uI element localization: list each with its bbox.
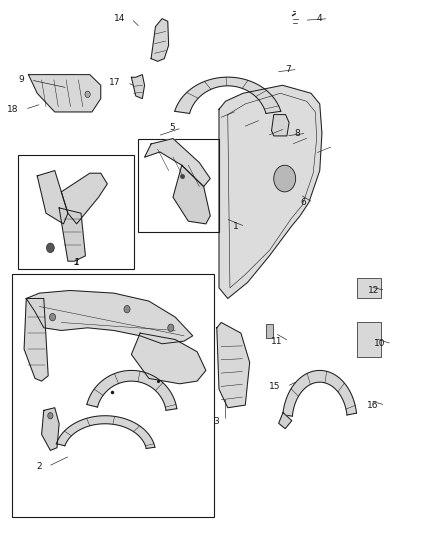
Text: 4: 4 <box>316 14 322 23</box>
Text: 9: 9 <box>18 76 24 84</box>
Bar <box>138 139 219 232</box>
Text: 11: 11 <box>271 337 283 345</box>
Text: 1: 1 <box>233 222 239 231</box>
Polygon shape <box>283 370 357 416</box>
Circle shape <box>46 243 54 253</box>
Circle shape <box>274 165 296 192</box>
Circle shape <box>49 313 56 321</box>
Text: 7: 7 <box>286 65 291 74</box>
Polygon shape <box>28 75 101 112</box>
Circle shape <box>48 413 53 419</box>
Circle shape <box>85 91 90 98</box>
Text: 12: 12 <box>367 286 379 295</box>
Polygon shape <box>26 290 193 344</box>
Polygon shape <box>279 413 292 429</box>
Polygon shape <box>42 408 59 450</box>
Text: 14: 14 <box>113 14 125 23</box>
Circle shape <box>124 305 130 313</box>
Text: 3: 3 <box>213 417 219 425</box>
Bar <box>266 324 273 338</box>
Text: 18: 18 <box>7 105 18 114</box>
Text: 17: 17 <box>109 78 120 87</box>
Polygon shape <box>131 333 206 384</box>
Polygon shape <box>61 173 107 224</box>
Polygon shape <box>131 75 145 99</box>
Bar <box>12 274 214 517</box>
Polygon shape <box>151 19 169 61</box>
Polygon shape <box>57 416 155 448</box>
Text: 15: 15 <box>269 382 280 391</box>
Polygon shape <box>173 165 210 224</box>
Text: 16: 16 <box>367 401 379 409</box>
Polygon shape <box>219 85 322 298</box>
Text: 6: 6 <box>301 198 307 207</box>
Polygon shape <box>24 298 48 381</box>
Text: 10: 10 <box>374 340 385 348</box>
Polygon shape <box>59 208 85 261</box>
Text: 5: 5 <box>170 124 175 132</box>
Bar <box>357 322 381 357</box>
Text: 8: 8 <box>294 129 300 138</box>
Bar <box>357 278 381 298</box>
Circle shape <box>168 324 174 332</box>
Polygon shape <box>217 322 250 408</box>
Text: 1: 1 <box>74 259 80 267</box>
Polygon shape <box>37 171 68 224</box>
Polygon shape <box>175 77 281 114</box>
Polygon shape <box>272 115 289 136</box>
Polygon shape <box>145 139 210 187</box>
Bar <box>18 155 134 269</box>
Text: 2: 2 <box>36 462 42 471</box>
Polygon shape <box>87 370 177 410</box>
